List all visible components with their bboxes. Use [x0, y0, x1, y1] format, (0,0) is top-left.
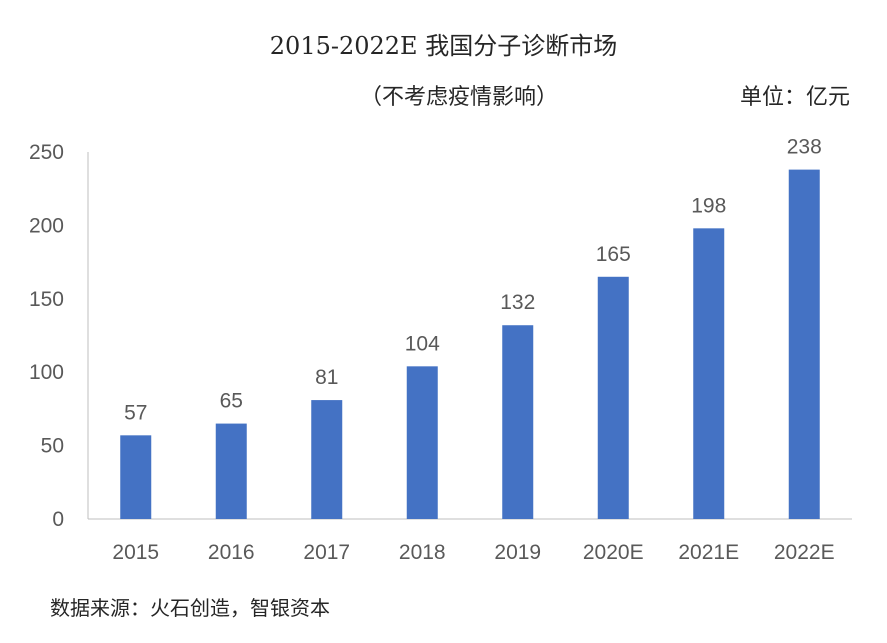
data-label: 104: [405, 332, 440, 355]
bar: [406, 366, 438, 519]
chart-subtitle: （不考虑疫情影响）: [360, 85, 559, 110]
bar: [788, 169, 820, 519]
data-label: 198: [691, 194, 726, 217]
x-tick-label: 2017: [303, 541, 350, 564]
bar: [120, 435, 152, 519]
x-tick-label: 2021E: [678, 541, 739, 564]
bar: [693, 228, 725, 519]
data-label: 81: [315, 366, 338, 389]
chart-title-years: 2015-2022E: [269, 32, 418, 60]
x-tick-label: 2018: [399, 541, 446, 564]
x-tick-label: 2015: [112, 541, 159, 564]
x-tick-label: 2019: [494, 541, 541, 564]
bar: [502, 325, 534, 519]
bar: [215, 423, 247, 519]
chart-title-text: 我国分子诊断市场: [425, 32, 618, 60]
y-tick-label: 250: [29, 141, 64, 164]
data-label: 65: [220, 390, 243, 413]
data-label: 165: [596, 243, 631, 266]
data-label: 57: [124, 401, 147, 424]
source-note: 数据来源：火石创造，智银资本: [50, 596, 330, 620]
y-tick-label: 0: [52, 508, 64, 531]
x-tick-label: 2022E: [774, 541, 835, 564]
bar: [597, 276, 629, 519]
y-tick-label: 200: [29, 214, 64, 237]
data-label: 132: [500, 291, 535, 314]
y-tick-label: 50: [41, 435, 64, 458]
y-tick-label: 150: [29, 288, 64, 311]
data-label: 238: [787, 136, 822, 159]
bar: [311, 400, 343, 519]
y-tick-label: 100: [29, 361, 64, 384]
x-tick-label: 2016: [208, 541, 255, 564]
x-tick-label: 2020E: [583, 541, 644, 564]
chart-title: 2015-2022E 我国分子诊断市场: [0, 26, 887, 61]
unit-label: 单位：亿元: [740, 85, 851, 110]
